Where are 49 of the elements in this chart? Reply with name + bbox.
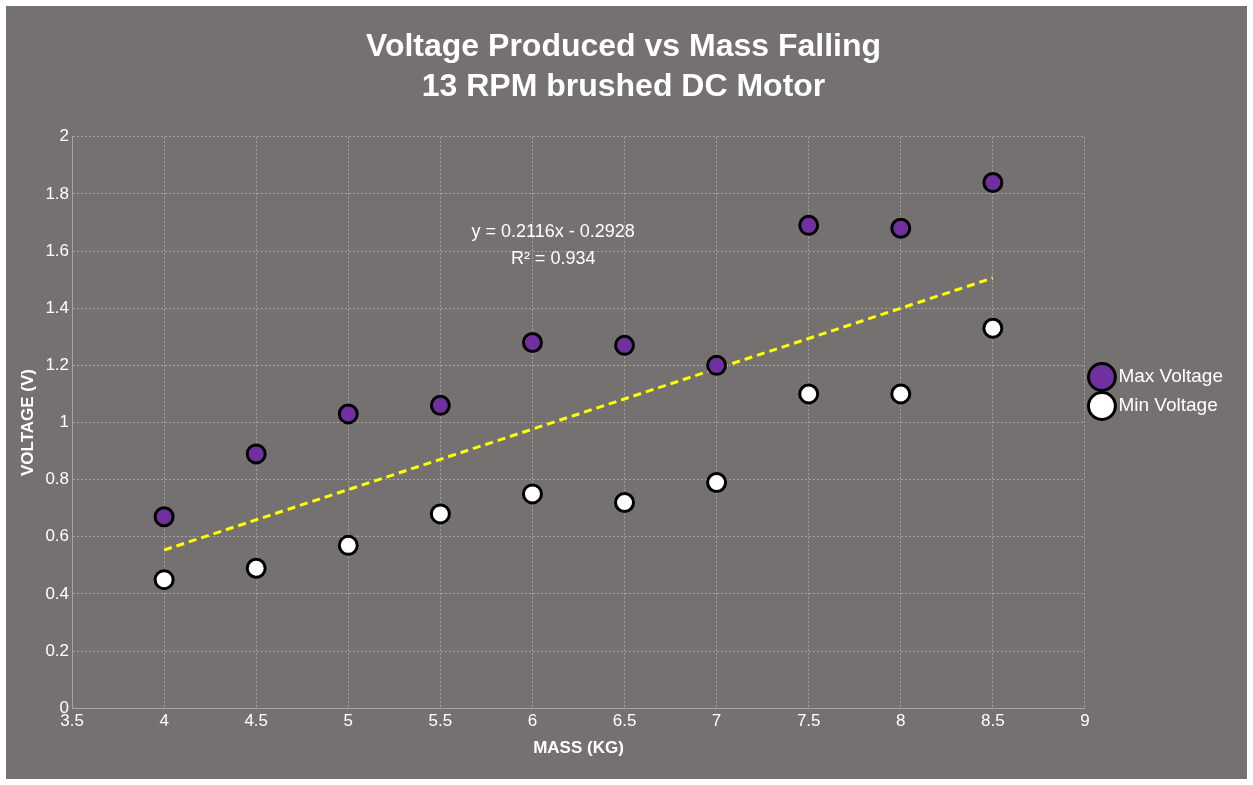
point <box>982 172 1004 194</box>
point <box>706 354 728 376</box>
x-tick-label: 8 <box>896 711 906 731</box>
point <box>245 557 267 579</box>
x-axis-title: MASS (KG) <box>533 738 624 758</box>
point <box>153 506 175 528</box>
x-tick-label: 4 <box>159 711 169 731</box>
y-tick-label: 1.2 <box>45 355 70 375</box>
x-tick-label: 8.5 <box>981 711 1005 731</box>
x-tick-label: 5.5 <box>428 711 453 731</box>
point <box>153 569 175 591</box>
point <box>614 492 636 513</box>
chart-subtitle: 13 RPM brushed DC Motor <box>421 67 826 104</box>
x-tick-label: 7.5 <box>796 711 821 731</box>
chart-title: Voltage Produced vs Mass Falling <box>365 27 882 64</box>
y-tick-label: 1 <box>59 412 70 432</box>
y-tick-label: 2 <box>59 126 70 146</box>
y-tick-label: 0.6 <box>45 526 70 546</box>
legend-label: Max Voltage <box>1118 365 1224 387</box>
y-tick-label: 0.4 <box>45 583 70 603</box>
point <box>798 383 820 405</box>
y-tick-label: 1.6 <box>45 240 70 260</box>
x-tick-label: 7 <box>711 711 722 731</box>
x-tick-label: 4.5 <box>244 711 269 731</box>
annotation: R² = 0.934 <box>510 247 596 268</box>
point <box>614 334 636 356</box>
point <box>706 472 728 493</box>
point <box>245 443 267 465</box>
point <box>982 317 1004 339</box>
x-tick-label: 6.5 <box>612 711 637 731</box>
point <box>798 214 820 236</box>
y-tick-label: 1.4 <box>45 297 70 317</box>
x-tick-label: 9 <box>1080 711 1090 731</box>
point <box>337 403 359 425</box>
point <box>890 217 912 239</box>
point <box>890 383 912 405</box>
annotation: y = 0.2116x - 0.2928 <box>471 220 635 241</box>
point <box>521 483 543 505</box>
y-tick-label: 0.8 <box>45 469 70 489</box>
point <box>337 534 359 556</box>
point <box>521 332 543 353</box>
point <box>429 503 451 525</box>
legend-label: Min Voltage <box>1118 394 1218 416</box>
y-tick-label: 1.8 <box>45 183 70 203</box>
y-tick-label: 0.2 <box>45 640 70 660</box>
x-tick-label: 6 <box>527 711 538 731</box>
y-axis-title: VOLTAGE (V) <box>17 368 37 477</box>
x-tick-label: 5 <box>343 711 354 731</box>
point <box>429 394 451 416</box>
